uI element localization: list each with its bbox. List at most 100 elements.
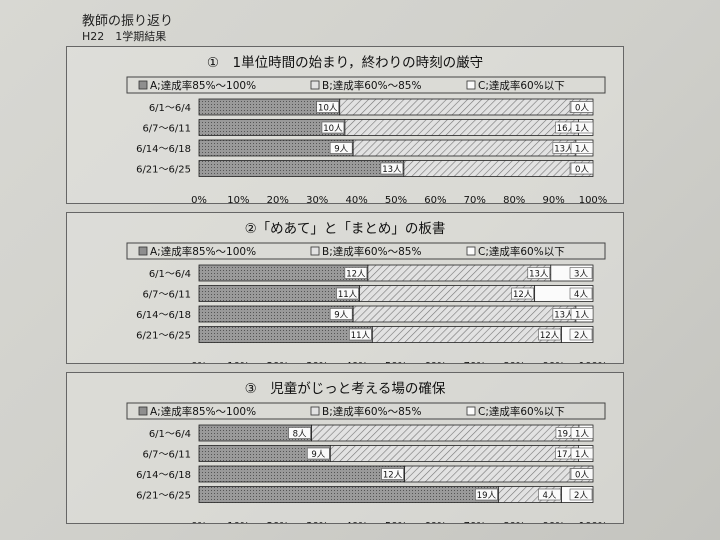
chart-3-bar-a	[198, 465, 405, 483]
chart-3-data-label: 1人	[575, 450, 589, 460]
chart-3-data-label-box	[569, 488, 593, 501]
chart-3-category-label: 6/14～6/18	[136, 470, 191, 481]
chart-2-x-tick-label: 100%	[579, 361, 608, 363]
chart-2-bar-b	[367, 264, 552, 282]
chart-3-data-label: 19人	[557, 429, 577, 439]
chart-2-legend-swatch-b	[310, 246, 320, 256]
chart-3-x-tick-label: 80%	[503, 521, 525, 523]
chart-3-x-tick-label: 90%	[542, 521, 564, 523]
chart-1-x-tick-label: 80%	[503, 195, 525, 203]
chart-3-data-label-box	[307, 447, 330, 460]
chart-2-data-label-box	[527, 267, 551, 279]
chart-3-data-label-box	[570, 447, 594, 460]
chart-3-data-label: 8人	[293, 429, 307, 439]
chart-3-data-label-box	[570, 427, 594, 439]
chart-3-data-label: 4人	[543, 491, 557, 501]
chart-3-x-tick-label: 100%	[579, 521, 608, 523]
chart-1-data-label: 9人	[334, 144, 348, 154]
chart-2-x-tick-label: 30%	[306, 361, 328, 363]
chart-2-x-tick-label: 90%	[542, 361, 564, 363]
chart-3-bar-b	[404, 465, 594, 483]
chart-1-x-tick-label: 10%	[227, 195, 249, 203]
chart-1-x-tick-label: 70%	[464, 195, 486, 203]
chart-1-x-tick-label: 50%	[385, 195, 407, 203]
chart-1-data-label-box	[570, 101, 594, 113]
chart-1-data-label: 0人	[575, 103, 589, 113]
chart-3-category-label: 6/7～6/11	[142, 450, 191, 461]
chart-1-x-tick-label: 20%	[267, 195, 289, 203]
chart-2-legend-swatch-c	[466, 246, 476, 256]
chart-3-x-tick-label: 10%	[227, 521, 249, 523]
chart-2-data-label-box	[336, 287, 359, 300]
chart-1-data-label: 10人	[318, 103, 338, 113]
chart-1-category-label: 6/14～6/18	[136, 144, 191, 155]
chart-1-title: ① 1単位時間の始まり，終わりの時刻の厳守	[207, 55, 483, 71]
chart-3-data-label: 12人	[383, 470, 403, 480]
chart-2-legend-label-c: C;達成率60%以下	[478, 245, 565, 258]
chart-3-x-tick-label: 20%	[267, 521, 289, 523]
chart-2-category-label: 6/21～6/25	[136, 331, 191, 342]
chart-2-x-tick-label: 60%	[424, 361, 446, 363]
chart-2-category-label: 6/7～6/11	[142, 290, 191, 301]
chart-2-data-label-box	[511, 287, 534, 300]
chart-2-title: ②「めあて」と「まとめ」の板書	[245, 221, 446, 237]
chart-2-data-label: 12人	[513, 290, 533, 300]
chart-1-data-label-box	[570, 162, 594, 175]
chart-2-bar-b	[352, 305, 577, 323]
chart-2-data-label-box	[569, 287, 593, 300]
chart-2-svg: ②「めあて」と「まとめ」の板書 A;達成率85%～100% B;達成率60%～85%…	[126, 221, 608, 363]
chart-1-legend-swatch-b	[310, 80, 320, 90]
chart-3-legend-swatch-b	[310, 406, 320, 416]
chart-1-bar-a	[198, 160, 405, 177]
chart-2-data-label-box	[569, 328, 593, 341]
chart-1-legend-label-b: B;達成率60%～85%	[322, 79, 421, 92]
chart-3-svg: ③ 児童がじっと考える場の確保 A;達成率85%～100% B;達成率60%～85%…	[126, 380, 608, 523]
chart-3-legend-box	[126, 402, 606, 420]
chart-2-data-label-box	[538, 328, 561, 341]
chart-3-data-label-box	[475, 488, 498, 501]
chart-3-bar-b	[311, 424, 580, 442]
chart-2-legend-label-a: A;達成率85%～100%	[150, 245, 256, 258]
chart-2-data-label: 4人	[574, 290, 588, 300]
chart-panel-3: ③ 児童がじっと考える場の確保 A;達成率85%～100% B;達成率60%～85%…	[66, 372, 624, 524]
chart-1-legend-swatch-a	[138, 80, 148, 90]
chart-2-bar-a	[198, 285, 360, 302]
chart-1-x-tick-label: 60%	[424, 195, 446, 203]
chart-1-data-label: 1人	[575, 144, 589, 154]
chart-3-bar-a	[198, 486, 499, 503]
chart-1-x-tick-label: 100%	[579, 195, 608, 203]
chart-2-x-tick-label: 20%	[267, 361, 289, 363]
chart-1-x-tick-label: 40%	[345, 195, 367, 203]
chart-1-legend-swatch-c	[466, 80, 476, 90]
chart-1-legend-label-a: A;達成率85%～100%	[150, 79, 256, 92]
chart-2-category-label: 6/1～6/4	[149, 269, 191, 280]
chart-3-legend-label-c: C;達成率60%以下	[478, 405, 565, 418]
chart-2-x-tick-label: 40%	[345, 361, 367, 363]
chart-1-data-label-box	[316, 101, 340, 113]
chart-1-data-label: 13人	[554, 144, 574, 154]
chart-3-x-tick-label: 70%	[464, 521, 486, 523]
chart-3-data-label: 17人	[557, 450, 577, 460]
chart-3-data-label: 2人	[574, 491, 588, 501]
chart-1-bar-b	[403, 160, 594, 177]
chart-2-data-label-box	[570, 308, 594, 320]
chart-2-legend-swatch-a	[138, 246, 148, 256]
chart-1-x-tick-label: 90%	[542, 195, 564, 203]
chart-1-category-label: 6/1～6/4	[149, 103, 191, 114]
chart-3-legend-swatch-c	[466, 406, 476, 416]
chart-3-legend-swatch-a	[138, 406, 148, 416]
chart-2-data-label: 13人	[554, 310, 574, 320]
chart-2-category-label: 6/14～6/18	[136, 310, 191, 321]
chart-1-legend-label-c: C;達成率60%以下	[478, 79, 565, 92]
chart-1-data-label-box	[570, 142, 594, 154]
chart-1-data-label: 1人	[575, 124, 589, 134]
chart-3-category-label: 6/21～6/25	[136, 491, 191, 502]
chart-2-bar-b	[359, 285, 536, 302]
chart-3-x-tick-label: 0%	[191, 521, 207, 523]
chart-1-bar-b	[344, 119, 579, 136]
chart-1-category-label: 6/7～6/11	[142, 124, 191, 135]
chart-2-data-label: 2人	[574, 331, 588, 341]
chart-3-data-label: 0人	[575, 470, 589, 480]
chart-1-x-tick-label: 30%	[306, 195, 328, 203]
